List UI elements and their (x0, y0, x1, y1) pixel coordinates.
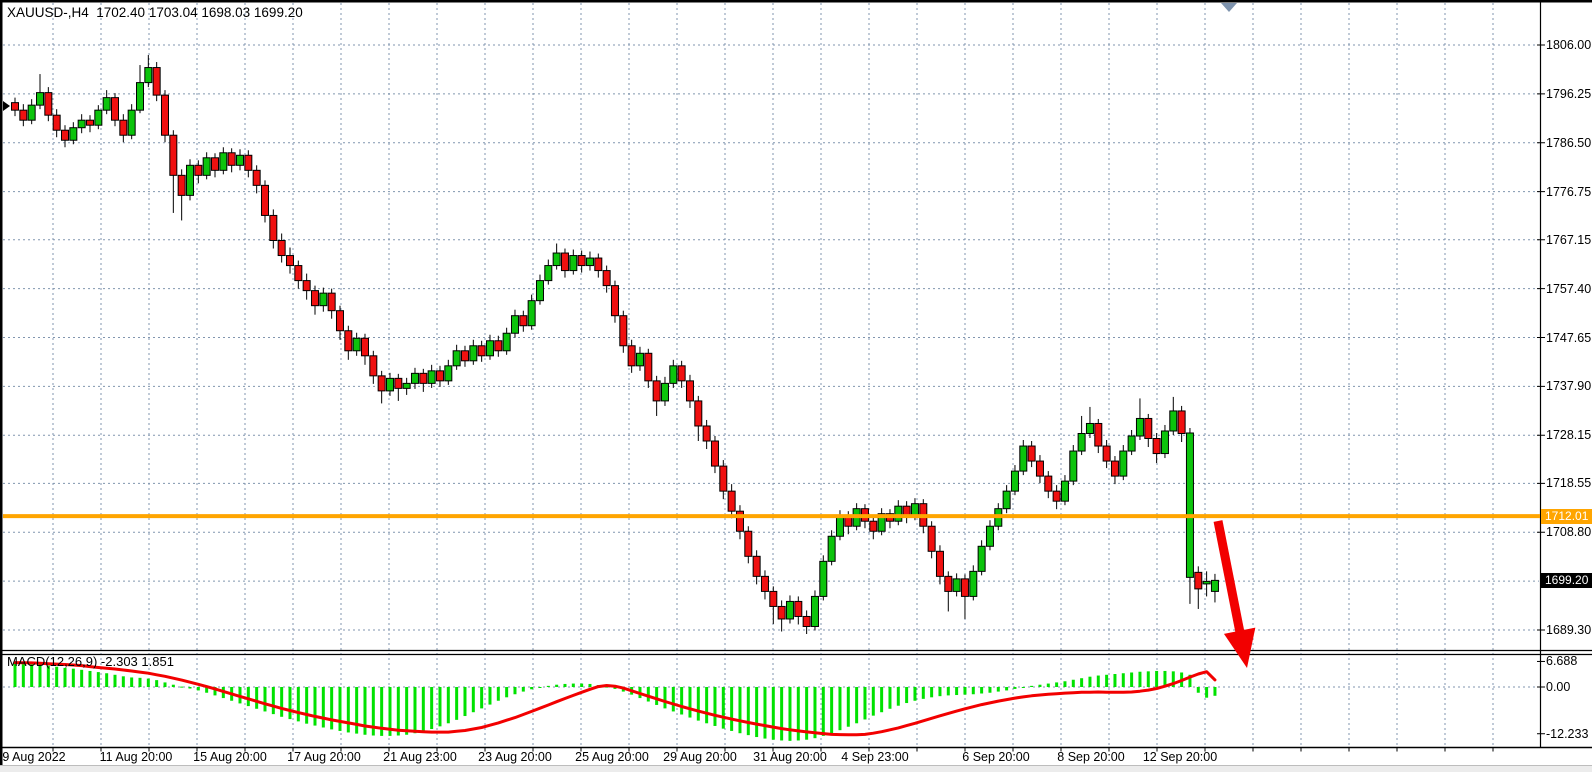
time-axis-label: 17 Aug 20:00 (287, 750, 361, 764)
price-axis-label: 1786.50 (1546, 135, 1592, 150)
macd-scale-label: 0.00 (1546, 680, 1571, 694)
time-axis-label: 4 Sep 23:00 (841, 750, 909, 764)
time-axis-label: 21 Aug 23:00 (383, 750, 457, 764)
price-axis-label: 1689.30 (1546, 623, 1592, 637)
symbol-ohlc-title: XAUUSD-,H4 1702.40 1703.04 1698.03 1699.… (7, 5, 303, 20)
price-axis-label: 1776.75 (1546, 184, 1592, 199)
price-axis-label: 1728.15 (1546, 428, 1592, 443)
macd-signal-line (13, 661, 1217, 737)
time-axis-label: 29 Aug 20:00 (663, 750, 737, 764)
price-axis-label: 1806.00 (1546, 38, 1592, 52)
macd-indicator (13, 661, 1217, 741)
current-price-badge: 1699.20 (1541, 572, 1592, 588)
time-axis-label: 6 Sep 20:00 (962, 750, 1030, 764)
macd-indicator-label: MACD(12,26,9) -2.303 1.851 (7, 654, 174, 669)
price-axis-label: 1757.40 (1546, 281, 1592, 296)
time-axis-label: 8 Sep 20:00 (1057, 750, 1125, 764)
time-axis-label: 25 Aug 20:00 (575, 750, 649, 764)
price-axis-label: 1796.25 (1546, 86, 1592, 101)
time-axis-label: 12 Sep 20:00 (1142, 750, 1218, 764)
time-axis-label: 23 Aug 20:00 (478, 750, 552, 764)
price-axis-label: 1737.90 (1546, 379, 1592, 394)
macd-scale-label: -12.233 (1546, 726, 1589, 741)
left-edge-price-marker (3, 101, 10, 111)
time-axis-label: 11 Aug 20:00 (99, 750, 173, 764)
down-arrow-annotation[interactable] (1213, 520, 1256, 668)
gridlines (3, 3, 1539, 747)
price-axis-label: 1747.65 (1546, 330, 1592, 345)
time-axis-label: 31 Aug 20:00 (753, 750, 827, 764)
hline-price-badge: 1712.01 (1541, 508, 1592, 524)
price-axis-label: 1718.55 (1546, 476, 1592, 491)
window-bottom-strip (0, 765, 1592, 772)
macd-scale-label: 6.688 (1546, 654, 1578, 669)
chart-shift-marker[interactable] (1221, 3, 1237, 12)
time-axis-label: 15 Aug 20:00 (193, 750, 267, 764)
price-axis-label: 1708.80 (1546, 525, 1592, 540)
time-axis-label: 9 Aug 2022 (2, 750, 66, 764)
candles (11, 55, 1219, 635)
price-axis-label: 1767.15 (1546, 232, 1592, 247)
